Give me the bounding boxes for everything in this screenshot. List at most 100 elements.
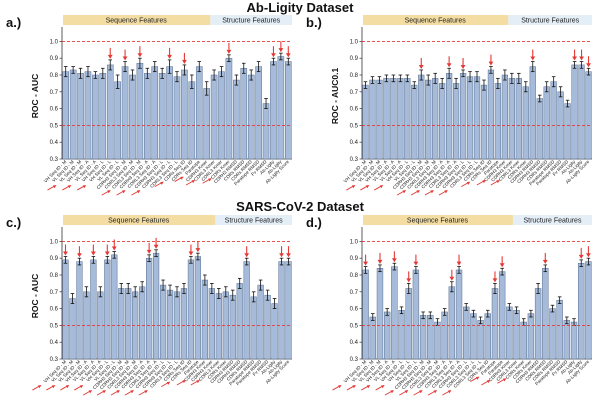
highlight-arrow-head <box>488 61 494 66</box>
label-arrow-head <box>352 385 356 389</box>
bar <box>77 73 84 160</box>
label-arrow-shaft <box>490 180 499 186</box>
label-arrow-head <box>482 179 486 184</box>
highlight-arrow-head <box>63 251 68 256</box>
structure-features-header: Structure Features <box>225 218 283 225</box>
bar <box>520 321 527 360</box>
y-tick-label: 0.7 <box>350 290 359 296</box>
bar <box>369 79 376 160</box>
bar <box>419 315 427 360</box>
label-arrow <box>32 385 42 391</box>
highlight-arrow-head <box>107 54 113 59</box>
highlight-arrow <box>278 41 284 53</box>
bar <box>236 283 243 360</box>
highlight-arrow-head <box>278 48 284 53</box>
y-tick-label: 0.6 <box>350 307 359 313</box>
sequence-features-header-bar <box>363 215 513 225</box>
highlight-arrow-head <box>492 278 498 283</box>
bar <box>118 288 125 360</box>
label-arrow-head <box>51 385 56 389</box>
chart-panel-b: b.) ROC - AUC0.1 0.3 0.4 0.5 0.6 0.7 0.8 0.9 1.0 S… <box>306 15 592 196</box>
label-arrow-head <box>351 185 356 189</box>
bar <box>181 69 188 160</box>
highlight-arrow-head <box>244 253 250 258</box>
label-arrow <box>461 181 471 188</box>
label-arrow-shaft <box>138 390 147 396</box>
bar <box>144 73 151 160</box>
label-arrow-head <box>160 181 164 185</box>
label-arrow-shaft <box>374 185 382 191</box>
highlight-arrow-head <box>586 253 591 258</box>
label-arrow-head <box>116 390 120 394</box>
sequence-features-header-bar <box>63 15 211 25</box>
label-arrow-shaft <box>32 385 40 391</box>
y-axis-label: ROC - AUC <box>30 274 40 319</box>
panel-label: b.) <box>306 15 322 30</box>
label-arrow-shaft <box>481 380 489 386</box>
highlight-arrow-head <box>391 258 397 263</box>
bar <box>418 74 425 160</box>
label-arrow-shaft <box>346 385 355 391</box>
bar <box>383 78 390 160</box>
highlight-arrow <box>111 239 117 251</box>
bar <box>446 73 453 160</box>
label-arrow-shaft <box>190 380 199 386</box>
bar <box>491 288 499 360</box>
highlight-arrow <box>499 256 505 268</box>
label-arrow-shaft <box>442 390 450 396</box>
bar <box>76 261 83 360</box>
bar <box>255 66 262 160</box>
bar <box>398 310 405 360</box>
bar <box>125 288 132 360</box>
y-tick-label: 0.4 <box>350 140 359 146</box>
label-arrow-shaft <box>410 190 419 196</box>
label-arrow <box>476 179 486 186</box>
highlight-arrow <box>182 52 187 64</box>
highlight-arrow-head <box>104 251 110 256</box>
label-arrow <box>190 379 200 386</box>
label-arrow-head <box>67 185 72 189</box>
bar <box>455 269 463 360</box>
bar <box>285 261 292 360</box>
y-tick-label: 0.3 <box>50 157 59 163</box>
highlight-arrow <box>63 244 68 256</box>
highlight-arrow-head <box>285 53 291 58</box>
label-arrow <box>154 181 164 188</box>
bar <box>494 83 502 160</box>
bar <box>506 306 513 360</box>
label-arrow-shaft <box>424 190 433 196</box>
label-arrow-head <box>122 190 126 194</box>
highlight-arrow <box>107 47 113 59</box>
bar <box>247 74 255 160</box>
highlight-arrow <box>244 246 250 258</box>
y-tick-label: 0.4 <box>350 340 359 346</box>
y-tick-label: 0.8 <box>50 273 59 279</box>
label-arrow-head <box>475 376 480 380</box>
structure-features-header: Structure Features <box>222 18 280 25</box>
label-arrow-head <box>180 176 184 180</box>
label-arrow-shaft <box>384 390 393 396</box>
bar <box>215 293 222 360</box>
bar <box>513 310 520 360</box>
label-arrow-shaft <box>470 377 478 382</box>
bar <box>225 57 233 160</box>
highlight-arrow-head <box>446 63 452 68</box>
bar <box>515 78 522 160</box>
bar <box>439 83 446 160</box>
structure-features-header-bar <box>512 215 592 225</box>
highlight-arrow <box>104 244 110 256</box>
highlight-arrow-head <box>586 63 591 68</box>
y-tick-label: 0.6 <box>350 107 359 113</box>
highlight-arrow <box>460 57 466 69</box>
sequence-features-header-bar <box>363 15 509 25</box>
bar <box>570 321 578 360</box>
label-arrow <box>346 385 356 391</box>
bar <box>543 86 550 160</box>
label-arrow <box>490 179 500 186</box>
highlight-arrow <box>77 246 82 258</box>
highlight-arrow <box>488 54 494 66</box>
label-arrow <box>375 385 385 391</box>
label-arrow <box>470 376 480 382</box>
label-arrow <box>74 385 84 391</box>
bar <box>218 71 225 160</box>
